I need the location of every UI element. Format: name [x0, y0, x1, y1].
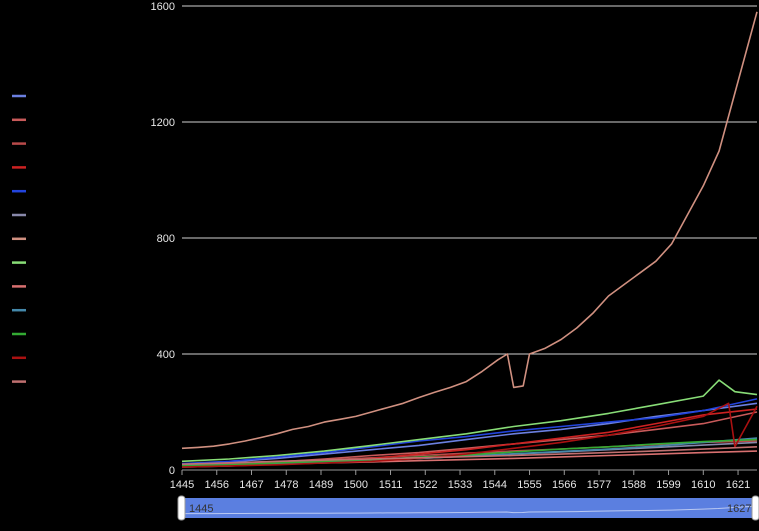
series-line-13	[181, 446, 758, 465]
zoom-handle-right[interactable]	[751, 495, 759, 521]
x-tick-label: 1456	[205, 479, 229, 491]
x-tick-label: 1555	[517, 479, 541, 491]
y-tick-label: 1200	[151, 117, 175, 129]
x-tick-label: 1566	[552, 479, 576, 491]
legend[interactable]	[12, 94, 26, 383]
x-tick-label: 1599	[656, 479, 680, 491]
series-line-1	[181, 402, 758, 465]
y-axis: 0 400 800 1200 1600	[151, 1, 175, 477]
data-zoom-slider[interactable]: 1445 1627	[177, 495, 759, 521]
series-line-12	[181, 402, 758, 468]
x-tick-label: 1533	[448, 479, 472, 491]
x-tick-label: 1445	[170, 479, 194, 491]
x-tick-label: 1588	[622, 479, 646, 491]
zoom-preview-line	[182, 505, 757, 515]
zoom-track[interactable]	[182, 498, 756, 518]
x-tick-label: 1522	[413, 479, 437, 491]
zoom-handle-left[interactable]	[177, 495, 186, 521]
x-tick-label: 1489	[309, 479, 333, 491]
series-line-8	[181, 379, 758, 463]
zoom-end-label: 1627	[727, 503, 751, 515]
y-tick-label: 1600	[151, 1, 175, 13]
x-tick-label: 1621	[726, 479, 750, 491]
series-line-5	[181, 398, 758, 465]
zoom-start-label: 1445	[189, 503, 213, 515]
y-tick-label: 0	[169, 465, 175, 477]
x-tick-label: 1577	[587, 479, 611, 491]
x-tick-label: 1511	[379, 479, 403, 491]
series-lines	[181, 11, 758, 468]
y-tick-label: 800	[157, 233, 175, 245]
x-tick-label: 1467	[239, 479, 263, 491]
x-axis: 1445 1456 1467 1478 1489 1500 1511 1522 1533 1544…	[170, 469, 757, 491]
x-tick-label: 1478	[274, 479, 298, 491]
y-tick-label: 400	[157, 349, 175, 361]
series-line-7	[181, 11, 758, 450]
x-tick-label: 1544	[483, 479, 507, 491]
x-tick-label: 1610	[691, 479, 715, 491]
x-tick-label: 1500	[344, 479, 368, 491]
grid	[182, 5, 757, 471]
